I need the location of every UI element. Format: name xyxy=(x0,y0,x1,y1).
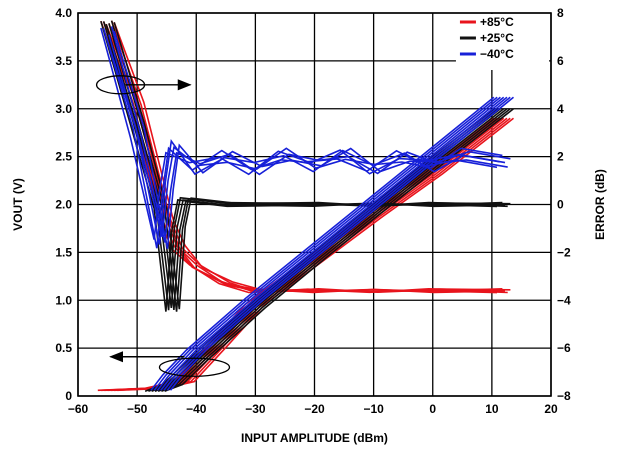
y-tick-label: 1.0 xyxy=(55,293,72,307)
error-line-m40c xyxy=(108,34,506,238)
vout-line-m40c xyxy=(153,96,498,391)
left-axis-ellipse xyxy=(158,357,231,377)
error-line-25c xyxy=(113,22,511,310)
y-tick-label: 1.5 xyxy=(55,245,72,259)
y2-tick-label: 4 xyxy=(557,102,564,116)
y2-axis-title: ERROR (dB) xyxy=(593,169,607,240)
error-line-m40c xyxy=(113,30,511,249)
x-tick-label: −50 xyxy=(127,402,148,416)
y-tick-label: 0.5 xyxy=(55,341,72,355)
vout-line-25c xyxy=(161,108,511,392)
y-tick-label: 2.0 xyxy=(55,198,72,212)
y2-tick-label: 0 xyxy=(557,198,564,212)
vout-line-m40c xyxy=(166,96,511,391)
y2-tick-label: 6 xyxy=(557,54,564,68)
x-tick-label: −20 xyxy=(304,402,325,416)
x-tick-label: −10 xyxy=(363,402,384,416)
axis-indicators xyxy=(95,75,231,377)
vout-line-25c xyxy=(144,108,495,392)
y2-tick-label: −2 xyxy=(557,245,571,259)
x-axis-title: INPUT AMPLITUDE (dBm) xyxy=(241,431,388,445)
y-tick-label: 2.5 xyxy=(55,150,72,164)
vout-line-m40c xyxy=(150,96,495,391)
legend-label: +25°C xyxy=(480,31,514,45)
x-tick-label: 10 xyxy=(485,402,499,416)
y-tick-label: 3.5 xyxy=(55,54,72,68)
y-tick-label: 4.0 xyxy=(55,6,72,20)
vout-line-25c xyxy=(148,108,498,392)
y2-tick-label: 8 xyxy=(557,6,564,20)
y2-tick-label: −6 xyxy=(557,341,571,355)
x-tick-label: −60 xyxy=(68,402,89,416)
x-tick-label: 0 xyxy=(429,402,436,416)
x-tick-label: −30 xyxy=(245,402,266,416)
vout-line-m40c xyxy=(160,96,505,391)
x-tick-label: −40 xyxy=(186,402,207,416)
error-line-m40c xyxy=(105,37,503,245)
legend-label: −40°C xyxy=(480,47,514,61)
legend: +85°C +25°C −40°C xyxy=(455,14,549,70)
y-tick-label: 3.0 xyxy=(55,102,72,116)
ticks: −60 −50 −40 −30 −20 −10 0 10 2000.51.01.52.02.53… xyxy=(55,6,571,416)
series-layer xyxy=(97,20,515,392)
x-tick-label: 20 xyxy=(544,402,558,416)
vout-line-25c xyxy=(157,108,508,392)
y2-tick-label: 2 xyxy=(557,150,564,164)
y2-tick-label: −4 xyxy=(557,293,571,307)
vout-line-m40c xyxy=(163,96,508,391)
vout-line-m40c xyxy=(169,96,515,391)
vout-line-25c xyxy=(151,108,501,392)
vout-line-25c xyxy=(154,108,505,392)
y2-tick-label: −8 xyxy=(557,389,571,403)
y-axis-title: VOUT (V) xyxy=(11,178,25,231)
legend-label: +85°C xyxy=(480,15,514,29)
y-tick-label: 0 xyxy=(65,389,72,403)
plot-frame xyxy=(77,12,552,397)
vout-line-25c xyxy=(164,108,514,392)
